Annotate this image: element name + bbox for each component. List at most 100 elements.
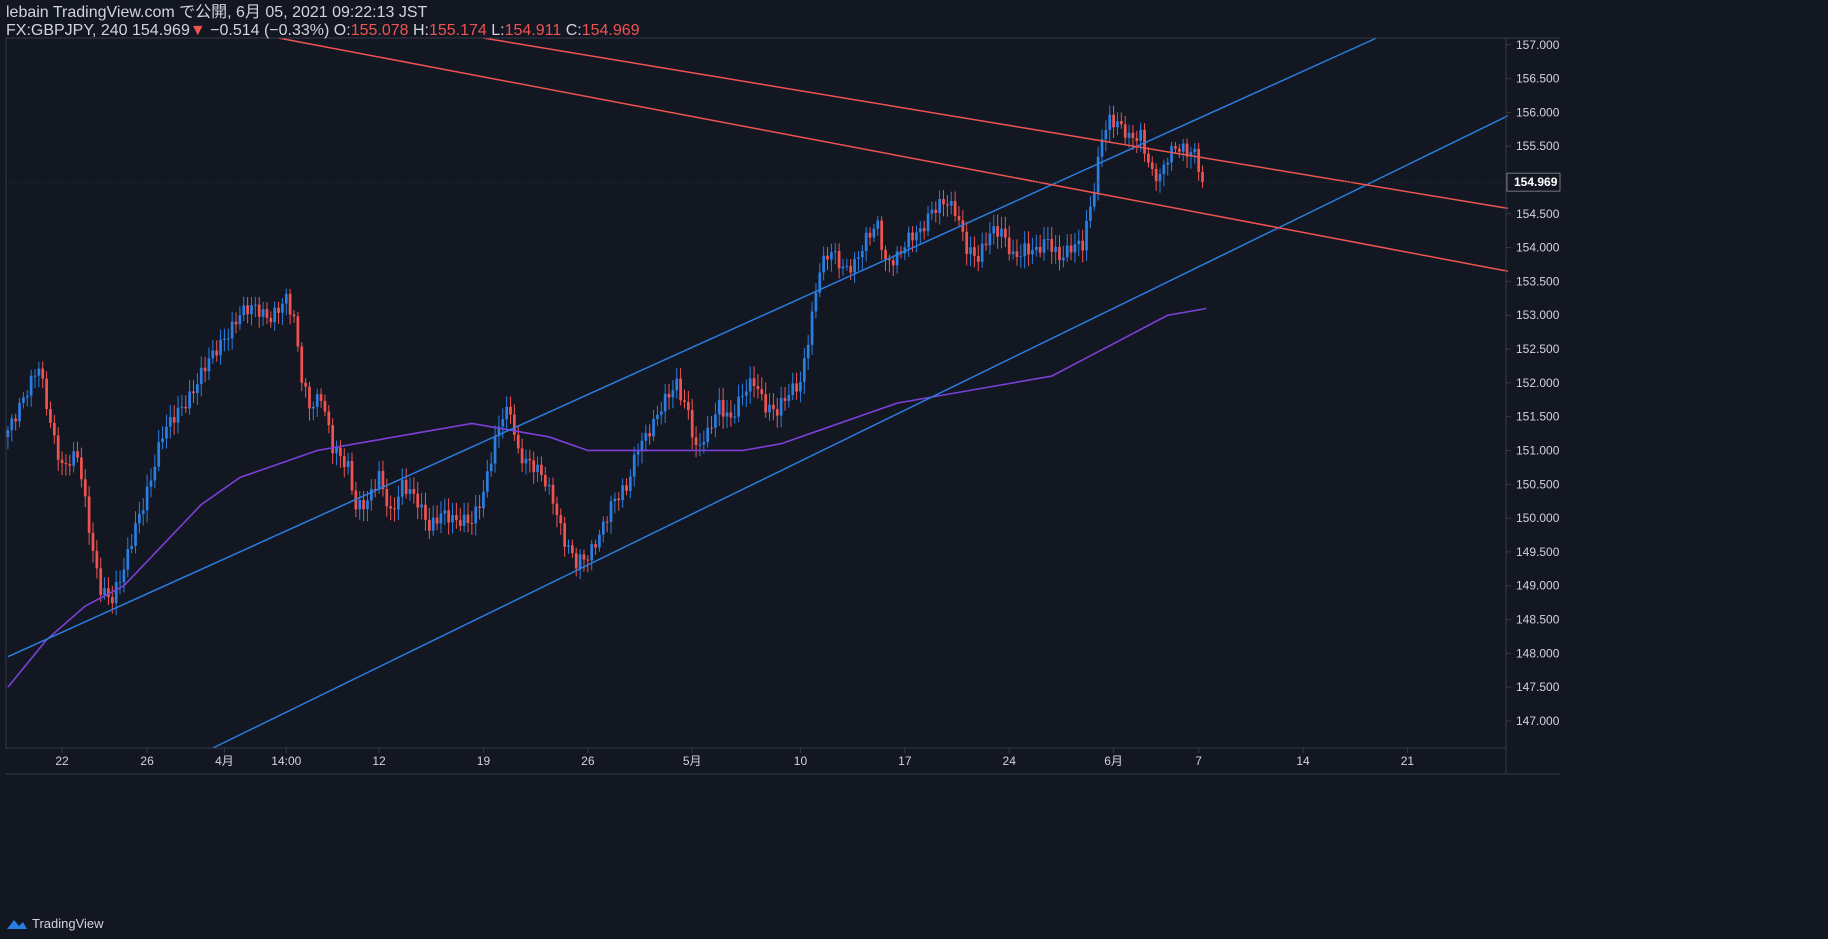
candle-body (257, 304, 261, 317)
plot-area[interactable] (6, 105, 1207, 688)
candle-body (1073, 244, 1077, 253)
y-tick-label: 156.500 (1516, 72, 1560, 86)
candle-body (802, 358, 806, 382)
candle-body (605, 521, 609, 523)
candle-body (238, 315, 242, 325)
candle-body (524, 458, 528, 464)
low-value: 154.911 (504, 22, 562, 39)
candle-body (930, 209, 934, 214)
candle-body (288, 293, 292, 315)
candle-body (192, 391, 195, 394)
candle-body (563, 523, 566, 547)
candle-body (207, 358, 211, 372)
candle-body (976, 255, 980, 262)
candle-body (884, 249, 887, 260)
candle-body (915, 232, 918, 241)
candle-body (1038, 246, 1042, 253)
candle-body (1139, 129, 1143, 141)
candle-body (1166, 162, 1170, 165)
candle-body (671, 390, 675, 398)
candle-body (149, 480, 153, 487)
y-tick-label: 149.000 (1516, 579, 1560, 593)
candle-body (37, 368, 41, 376)
candle-body (138, 513, 141, 524)
candle-body (648, 433, 652, 437)
candle-body (501, 419, 505, 427)
candle-body (888, 259, 891, 261)
candle-body (130, 545, 133, 550)
candle-body (300, 346, 304, 383)
candle-body (265, 309, 269, 318)
candle-body (505, 406, 508, 420)
candle-body (559, 515, 563, 524)
candle-body (126, 549, 130, 570)
candle-body (729, 412, 733, 418)
y-tick-label: 153.000 (1516, 308, 1560, 322)
candle-body (377, 470, 381, 490)
candle-body (373, 488, 377, 490)
candle-body (613, 498, 617, 502)
candle-body (153, 466, 157, 481)
high-label: H: (412, 22, 429, 39)
y-tick-label: 147.000 (1516, 714, 1560, 728)
candle-body (845, 265, 849, 267)
candle-body (717, 399, 721, 415)
candle-body (223, 338, 226, 340)
candle-body (714, 414, 717, 428)
candle-body (555, 503, 559, 516)
candle-body (721, 399, 725, 417)
y-tick-label: 151.500 (1516, 410, 1560, 424)
trendline-blue (7, 37, 1377, 658)
footer-brand: TradingView (32, 916, 104, 931)
candle-body (980, 243, 984, 262)
candle-body (833, 251, 837, 253)
candle-body (451, 515, 454, 523)
candle-body (41, 368, 45, 379)
publish-info: lebain TradingView.com で公開, 6月 05, 2021 … (6, 4, 428, 21)
candle-body (339, 447, 342, 457)
candle-body (1089, 206, 1092, 221)
candle-body (857, 257, 860, 259)
candle-body (675, 378, 679, 391)
candle-body (420, 504, 423, 508)
candle-body (165, 426, 168, 439)
trendlines[interactable] (7, 37, 1509, 749)
candle-body (1042, 239, 1046, 253)
candle-body (335, 447, 338, 454)
candle-body (458, 520, 462, 526)
candle-body (308, 386, 311, 409)
candle-body (880, 220, 883, 250)
candle-body (791, 383, 795, 396)
candle-body (640, 440, 644, 452)
candle-body (447, 510, 451, 523)
candle-body (996, 226, 999, 237)
candle-body (547, 484, 551, 487)
candle-body (1027, 243, 1030, 255)
candle-body (99, 568, 103, 595)
candle-body (578, 554, 582, 569)
candle-body (408, 489, 412, 494)
candle-body (311, 406, 315, 409)
candle-body (80, 457, 83, 480)
footer[interactable]: TradingView (6, 916, 104, 931)
y-tick-label: 148.000 (1516, 646, 1560, 660)
candle-body (60, 459, 64, 463)
candle-body (567, 545, 570, 547)
candle-body (1177, 148, 1181, 152)
candle-body (76, 451, 79, 458)
candle-body (528, 458, 532, 461)
candle-body (1150, 162, 1154, 169)
candle-body (327, 411, 331, 426)
candle-body (52, 422, 56, 436)
candle-body (621, 485, 624, 501)
candle-body (629, 476, 632, 491)
candle-body (868, 232, 872, 238)
candle-body (895, 251, 899, 266)
candle-body (891, 260, 895, 266)
candle-body (540, 464, 543, 475)
candle-body (830, 252, 833, 260)
candle-body (196, 384, 199, 394)
candle-body (590, 543, 594, 561)
candle-body (342, 456, 346, 468)
